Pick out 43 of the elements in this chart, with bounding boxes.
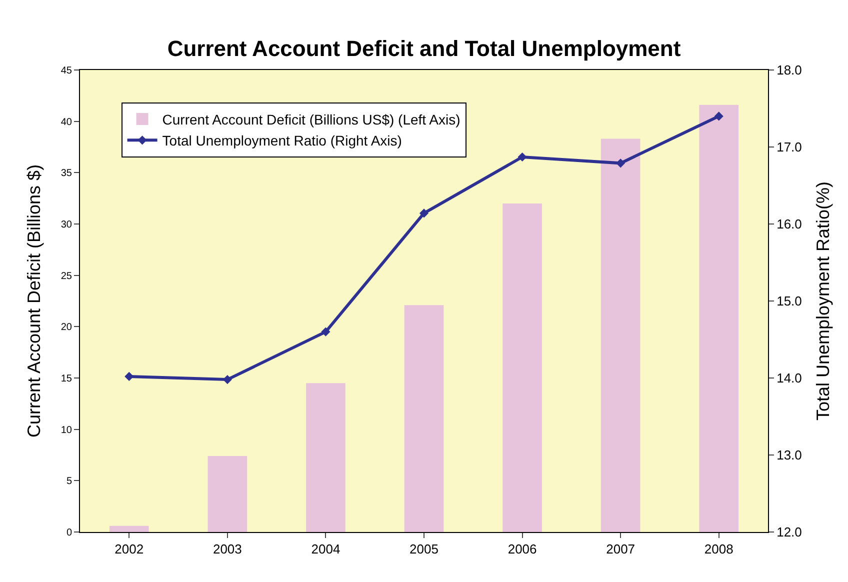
y-tick-label: 40 [60, 116, 72, 128]
y-tick-label: 45 [60, 66, 72, 76]
point [616, 158, 626, 168]
y2-tick-label: 15.0 [776, 294, 802, 309]
point [222, 374, 232, 384]
x-tick-label: 2002 [114, 542, 144, 557]
point [419, 208, 429, 218]
y-tick-label: 10 [60, 424, 72, 436]
point [518, 152, 527, 162]
y-axis-title: Current Account Deficit (Billions $) [24, 164, 44, 438]
chart-title: Current Account Deficit and Total Unemployment [167, 36, 682, 62]
y2-tick-label: 18.0 [776, 62, 802, 78]
y-tick-label: 5 [66, 476, 72, 488]
legend-label: Total Unemployment Ratio (Right Axis) [162, 132, 402, 149]
x-tick-label: 2006 [508, 542, 537, 557]
bar [699, 104, 739, 532]
y-tick-label: 30 [60, 220, 72, 230]
y2-tick-label: 14.0 [776, 370, 802, 386]
bar [306, 383, 346, 532]
legend-label: Current Account Deficit (Billions US$) (Left Axis) [162, 111, 460, 128]
y2-tick-label: 17.0 [776, 140, 802, 155]
bar [404, 305, 444, 532]
y-tick-label: 15 [60, 374, 72, 384]
x-tick-label: 2008 [704, 542, 734, 557]
bar [600, 138, 640, 532]
point [714, 112, 724, 121]
x-tick-label: 2005 [410, 542, 438, 557]
bar [502, 203, 542, 532]
bar [208, 456, 248, 532]
x-tick-label: 2004 [311, 542, 340, 557]
x-tick-label: 2003 [212, 542, 242, 557]
y2-tick-label: 12.0 [776, 524, 802, 540]
y-tick-label: 35 [60, 168, 72, 180]
y-tick-label: 25 [60, 270, 72, 282]
y-tick-label: 0 [66, 528, 72, 538]
y2-tick-label: 16.0 [776, 216, 802, 232]
y2-tick-label: 13.0 [776, 448, 802, 463]
y-tick-label: 20 [60, 322, 72, 334]
point [321, 327, 330, 336]
x-tick-label: 2007 [606, 542, 636, 557]
point [124, 372, 134, 382]
y2-axis-title: Total Unemployment Ratio(%) [813, 181, 834, 421]
bar [109, 526, 149, 532]
